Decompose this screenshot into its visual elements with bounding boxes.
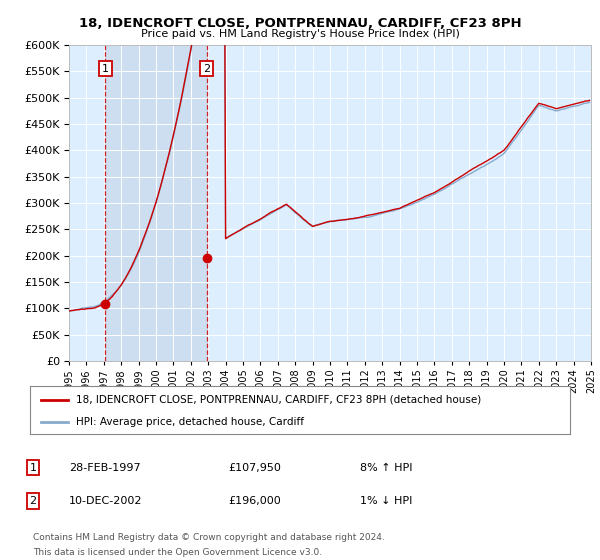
Text: HPI: Average price, detached house, Cardiff: HPI: Average price, detached house, Card… — [76, 417, 304, 427]
Text: £196,000: £196,000 — [228, 496, 281, 506]
Bar — [105, 45, 207, 361]
Text: 1: 1 — [102, 63, 109, 73]
Text: 2: 2 — [29, 496, 37, 506]
Text: 18, IDENCROFT CLOSE, PONTPRENNAU, CARDIFF, CF23 8PH: 18, IDENCROFT CLOSE, PONTPRENNAU, CARDIF… — [79, 17, 521, 30]
Text: Price paid vs. HM Land Registry's House Price Index (HPI): Price paid vs. HM Land Registry's House … — [140, 29, 460, 39]
Text: 1: 1 — [29, 463, 37, 473]
Text: 18, IDENCROFT CLOSE, PONTPRENNAU, CARDIFF, CF23 8PH (detached house): 18, IDENCROFT CLOSE, PONTPRENNAU, CARDIF… — [76, 395, 481, 405]
Text: 28-FEB-1997: 28-FEB-1997 — [69, 463, 140, 473]
Text: 8% ↑ HPI: 8% ↑ HPI — [360, 463, 413, 473]
Text: £107,950: £107,950 — [228, 463, 281, 473]
Text: 10-DEC-2002: 10-DEC-2002 — [69, 496, 143, 506]
Text: This data is licensed under the Open Government Licence v3.0.: This data is licensed under the Open Gov… — [33, 548, 322, 557]
Text: 2: 2 — [203, 63, 211, 73]
Text: Contains HM Land Registry data © Crown copyright and database right 2024.: Contains HM Land Registry data © Crown c… — [33, 533, 385, 542]
Text: 1% ↓ HPI: 1% ↓ HPI — [360, 496, 412, 506]
